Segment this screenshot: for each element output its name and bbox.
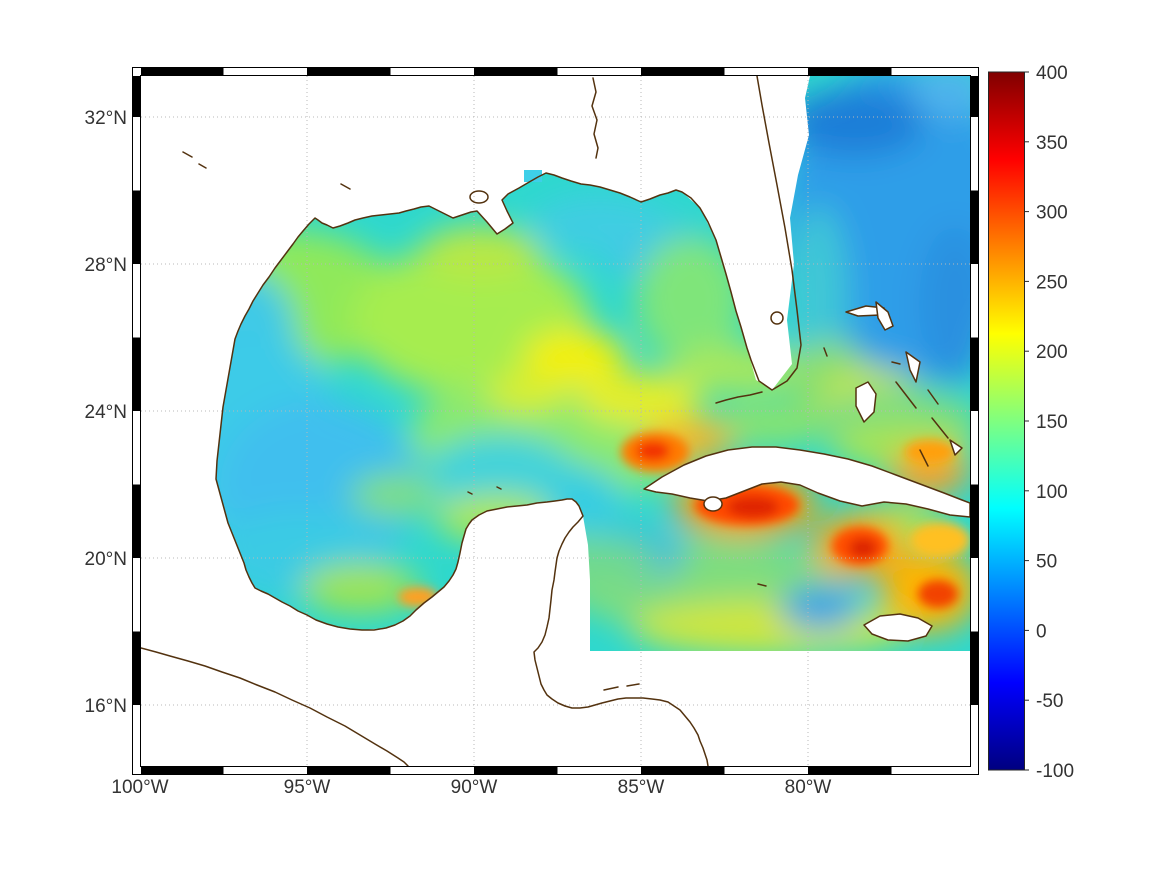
colorbar-tick-label: 400 [1036,63,1068,84]
lat-tick-label: 16°N [85,696,127,717]
lon-tick-label: 80°W [785,777,832,798]
campeche-cays [467,486,502,495]
heatmap-field [141,76,970,766]
colorbar-tick-label: 100 [1036,482,1068,503]
colorbar-tick-label: 200 [1036,342,1068,363]
honduras-islands [603,683,640,691]
lat-tick-label: 28°N [85,255,127,276]
y-axis-labels: 32°N 28°N 24°N 20°N 16°N [85,108,127,717]
map-frame [132,67,979,775]
colorbar-ticks [1024,71,1029,771]
colorbar-tick-label: 50 [1036,552,1057,573]
lon-tick-label: 85°W [618,777,665,798]
jamaica-outline [863,613,933,642]
florida-keys [715,391,763,404]
colorbar-tick-label: 250 [1036,272,1068,293]
colorbar-tick-label: -50 [1036,691,1063,712]
colorbar-tick-label: 300 [1036,203,1068,224]
lake-okeechobee [770,311,784,325]
colorbar-gradient [988,71,1025,771]
data-cell-speck [524,170,542,182]
colorbar: 400 350 300 250 200 150 100 50 0 -50 -10… [988,63,1074,782]
lat-tick-label: 32°N [85,108,127,129]
colorbar-tick-label: 350 [1036,133,1068,154]
isle-of-youth-outline [703,496,723,512]
texas-lakes [182,151,351,190]
colorbar-labels: 400 350 300 250 200 150 100 50 0 -50 -10… [1036,63,1074,782]
cayman-island [757,583,767,587]
georgia-river [591,77,599,159]
graticule [141,76,970,766]
colorbar-tick-label: 0 [1036,621,1047,642]
colorbar-tick-label: 150 [1036,412,1068,433]
lat-tick-label: 20°N [85,549,127,570]
coastlines [141,76,970,766]
cuba-outline [643,446,970,518]
colorbar-tick-label: -100 [1036,761,1074,782]
land-no-data-mask [141,76,970,766]
mainland-coastline [215,76,802,766]
x-axis-labels: 100°W 95°W 90°W 85°W 80°W [111,777,831,798]
lon-tick-label: 90°W [451,777,498,798]
bahamas-outlines [823,301,963,467]
lake-pontchartrain [469,190,489,204]
lon-tick-label: 100°W [111,777,168,798]
lat-tick-label: 24°N [85,402,127,423]
lon-tick-label: 95°W [284,777,331,798]
pacific-coastline [141,647,409,766]
